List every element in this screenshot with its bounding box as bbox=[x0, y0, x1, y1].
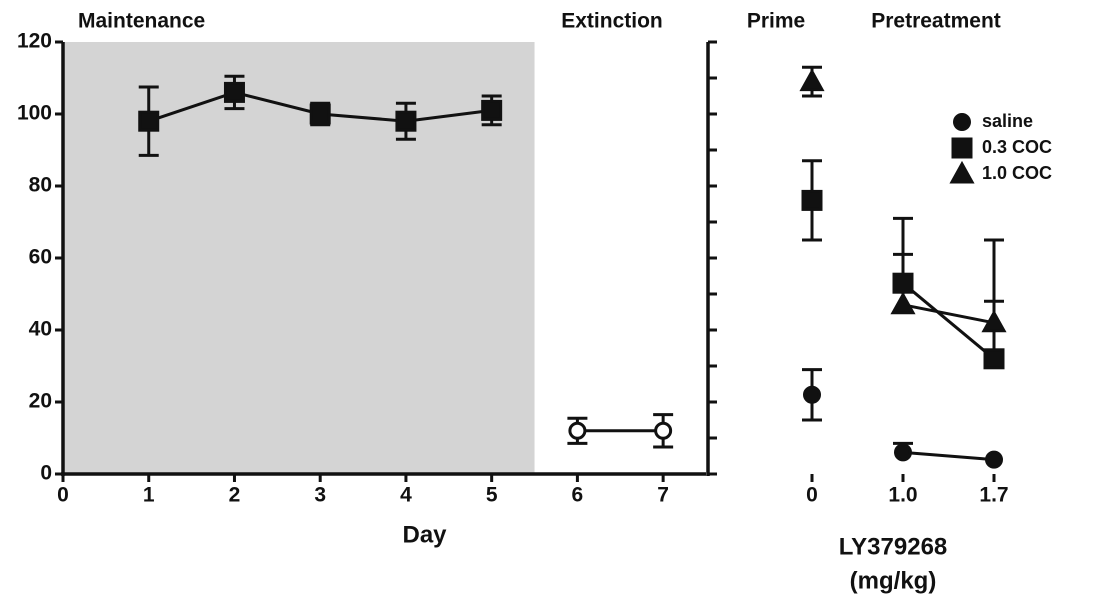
left-panel: 0 20 40 60 80 100 120 0 1 2 3 4 5 6 7 Day Maintenance Ext… bbox=[17, 10, 706, 548]
marker bbox=[654, 421, 673, 440]
x-tick-label: 1.7 bbox=[979, 484, 1008, 507]
marker bbox=[309, 103, 331, 125]
marker bbox=[801, 189, 823, 211]
marker bbox=[981, 309, 1007, 333]
x-tick-label: 7 bbox=[657, 484, 669, 507]
marker bbox=[803, 385, 821, 404]
marker bbox=[799, 68, 825, 92]
region-label: Extinction bbox=[561, 10, 663, 33]
legend-label: 0.3 COC bbox=[982, 137, 1052, 157]
y-tick-label: 120 bbox=[17, 30, 52, 53]
x-tick-label: 2 bbox=[229, 484, 241, 507]
x-tick-label: 1 bbox=[143, 484, 155, 507]
legend-label: saline bbox=[982, 111, 1033, 131]
x-tick-label: 0 bbox=[57, 484, 69, 507]
marker bbox=[395, 110, 417, 132]
region-label: Maintenance bbox=[78, 10, 205, 33]
x-tick-label: 3 bbox=[314, 484, 326, 507]
x-axis-label: (mg/kg) bbox=[850, 567, 937, 594]
x-tick-label: 5 bbox=[486, 484, 498, 507]
marker bbox=[568, 421, 587, 440]
marker bbox=[949, 160, 975, 184]
y-tick-label: 40 bbox=[29, 318, 52, 341]
y-tick-label: 60 bbox=[29, 246, 52, 269]
series-line bbox=[902, 282, 995, 360]
shaded-region bbox=[63, 42, 535, 474]
y-tick-label: 100 bbox=[17, 102, 52, 125]
series-line bbox=[902, 303, 995, 325]
marker bbox=[890, 291, 916, 315]
x-axis-label: LY379268 bbox=[839, 533, 948, 560]
x-tick-label: 4 bbox=[400, 484, 412, 507]
marker bbox=[223, 81, 245, 103]
marker bbox=[481, 99, 503, 121]
marker bbox=[985, 450, 1003, 469]
right-panel: 0 1.0 1.7 LY379268 (mg/kg) Prime Pretreatment s… bbox=[706, 10, 1052, 594]
region-label: Pretreatment bbox=[871, 10, 1001, 33]
x-tick-label: 0 bbox=[806, 484, 818, 507]
y-tick-label: 20 bbox=[29, 390, 52, 413]
marker bbox=[138, 110, 160, 132]
x-tick-label: 1.0 bbox=[888, 484, 917, 507]
marker bbox=[894, 443, 912, 462]
x-axis-label: Day bbox=[402, 521, 447, 548]
marker bbox=[953, 113, 971, 131]
region-label: Prime bbox=[747, 10, 805, 33]
y-tick-label: 80 bbox=[29, 174, 52, 197]
series-line bbox=[902, 450, 995, 462]
y-tick-label: 0 bbox=[40, 462, 52, 485]
legend-label: 1.0 COC bbox=[982, 163, 1052, 183]
marker bbox=[983, 348, 1005, 370]
marker bbox=[951, 137, 973, 159]
x-tick-label: 6 bbox=[572, 484, 584, 507]
